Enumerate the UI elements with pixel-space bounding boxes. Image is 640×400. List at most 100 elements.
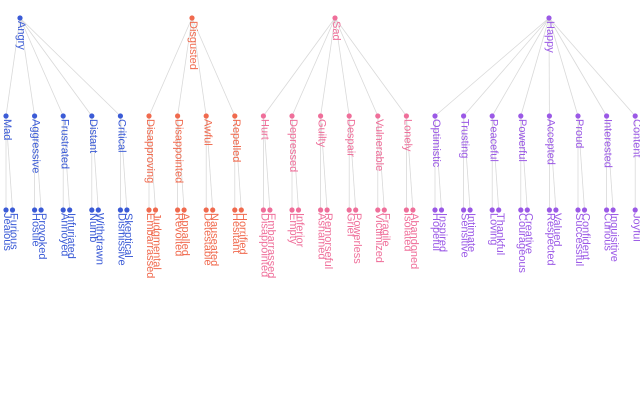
node-dot[interactable]	[518, 207, 524, 213]
node-remorseful-l2[interactable]: Remorseful	[322, 207, 334, 269]
node-dot[interactable]	[60, 113, 66, 119]
node-dot[interactable]	[175, 207, 181, 213]
node-curious-l2[interactable]: Curious	[602, 207, 614, 251]
node-dot[interactable]	[375, 207, 381, 213]
node-dot[interactable]	[553, 207, 559, 213]
node-dot[interactable]	[375, 113, 381, 119]
node-dot[interactable]	[60, 207, 66, 213]
node-dot[interactable]	[124, 207, 130, 213]
node-content-l1[interactable]: Content	[630, 113, 640, 158]
node-ashamed-l2[interactable]: Ashamed	[316, 207, 328, 259]
node-dot[interactable]	[152, 207, 159, 213]
node-awful-l1[interactable]: Awful	[201, 113, 213, 146]
node-peaceful-l1[interactable]: Peaceful	[487, 113, 499, 162]
node-dot[interactable]	[410, 207, 416, 213]
node-happy-l0[interactable]: Happy	[544, 15, 556, 53]
node-dot[interactable]	[461, 207, 467, 213]
node-dot[interactable]	[318, 207, 324, 213]
node-dot[interactable]	[17, 15, 23, 21]
node-dot[interactable]	[332, 15, 338, 21]
node-dot[interactable]	[267, 207, 273, 213]
node-thankful-l2[interactable]: Thankful	[494, 207, 506, 255]
node-disgusted-l0[interactable]: Disgusted	[187, 15, 199, 70]
node-joyful-l2[interactable]: Joyful	[630, 207, 640, 242]
node-dot[interactable]	[260, 113, 266, 119]
node-skeptical-l2[interactable]: Skeptical	[122, 207, 134, 258]
node-hurt-l1[interactable]: Hurt	[258, 113, 270, 140]
node-dot[interactable]	[203, 113, 209, 119]
node-creative-l2[interactable]: Creative	[522, 207, 534, 254]
node-inspired-l2[interactable]: Inspired	[437, 207, 449, 252]
node-disappointed-l1[interactable]: Disappointed	[173, 113, 185, 183]
node-embarrassed-l2[interactable]: Embarrassed	[265, 207, 277, 278]
node-sad-l0[interactable]: Sad	[330, 15, 342, 41]
node-powerful-l1[interactable]: Powerful	[516, 113, 528, 162]
node-angry-l0[interactable]: Angry	[15, 15, 27, 50]
node-dot[interactable]	[3, 113, 9, 119]
node-dot[interactable]	[610, 207, 616, 213]
node-depressed-l1[interactable]: Depressed	[287, 113, 299, 172]
node-appalled-l2[interactable]: Appalled	[179, 207, 191, 256]
node-furious-l2[interactable]: Furious	[8, 207, 20, 250]
node-dot[interactable]	[189, 15, 195, 21]
node-accepted-l1[interactable]: Accepted	[544, 113, 556, 165]
node-dot[interactable]	[496, 207, 502, 213]
node-dot[interactable]	[232, 207, 238, 213]
node-dot[interactable]	[260, 207, 266, 213]
node-dot[interactable]	[353, 207, 359, 213]
node-disappointed-l2[interactable]: Disappointed	[258, 207, 270, 277]
node-dot[interactable]	[432, 113, 438, 119]
node-optimistic-l1[interactable]: Optimistic	[430, 113, 442, 168]
node-proud-l1[interactable]: Proud	[573, 113, 585, 148]
node-successful-l2[interactable]: Successful	[573, 207, 585, 266]
node-valued-l2[interactable]: Valued	[551, 207, 563, 246]
node-dot[interactable]	[346, 113, 352, 119]
node-dot[interactable]	[289, 207, 295, 213]
node-sensitive-l2[interactable]: Sensitive	[459, 207, 471, 258]
node-dot[interactable]	[461, 113, 467, 119]
node-dot[interactable]	[203, 207, 209, 213]
node-grief-l2[interactable]: Grief	[344, 207, 356, 238]
node-lonely-l1[interactable]: Lonely	[401, 113, 413, 152]
node-dot[interactable]	[581, 207, 588, 213]
node-dot[interactable]	[575, 113, 581, 119]
node-dot[interactable]	[346, 207, 352, 213]
node-vulnerable-l1[interactable]: Vulnerable	[373, 113, 385, 171]
node-loving-l2[interactable]: Loving	[487, 207, 499, 245]
node-inferior-l2[interactable]: Inferior	[294, 207, 306, 248]
node-dot[interactable]	[210, 207, 216, 213]
node-nauseated-l2[interactable]: Nauseated	[208, 207, 220, 266]
node-numb-l2[interactable]: Numb	[87, 207, 99, 242]
node-abandoned-l2[interactable]: Abandoned	[408, 207, 420, 269]
node-dot[interactable]	[146, 207, 152, 213]
node-dot[interactable]	[38, 207, 44, 213]
node-dot[interactable]	[146, 113, 152, 119]
node-distant-l1[interactable]: Distant	[87, 113, 99, 153]
node-dot[interactable]	[467, 207, 473, 213]
node-interested-l1[interactable]: Interested	[602, 113, 614, 168]
node-disapproving-l1[interactable]: Disapproving	[144, 113, 156, 183]
node-infuriated-l2[interactable]: Infuriated	[65, 207, 77, 259]
node-dot[interactable]	[632, 113, 638, 119]
node-hopeful-l2[interactable]: Hopeful	[430, 207, 442, 251]
node-dot[interactable]	[489, 113, 495, 119]
node-dot[interactable]	[604, 207, 610, 213]
node-critical-l1[interactable]: Critical	[115, 113, 127, 153]
node-embarrassed-l2[interactable]: Embarrassed	[144, 207, 156, 278]
node-provoked-l2[interactable]: Provoked	[36, 207, 48, 259]
node-frustrated-l1[interactable]: Frustrated	[58, 113, 70, 169]
node-dot[interactable]	[67, 207, 73, 213]
node-dot[interactable]	[295, 207, 302, 213]
node-guilty-l1[interactable]: Guilty	[316, 113, 328, 148]
node-respected-l2[interactable]: Respected	[544, 207, 556, 266]
node-annoyed-l2[interactable]: Annoyed	[58, 207, 70, 256]
node-repelled-l1[interactable]: Repelled	[230, 113, 242, 162]
node-inquisitive-l2[interactable]: Inquisitive	[608, 207, 620, 262]
node-withdrawn-l2[interactable]: Withdrawn	[93, 207, 105, 265]
node-dot[interactable]	[546, 15, 552, 21]
node-courageous-l2[interactable]: Courageous	[516, 207, 528, 273]
node-dot[interactable]	[524, 207, 530, 213]
node-dot[interactable]	[181, 207, 187, 213]
node-mad-l1[interactable]: Mad	[1, 113, 13, 140]
node-dot[interactable]	[31, 207, 38, 213]
